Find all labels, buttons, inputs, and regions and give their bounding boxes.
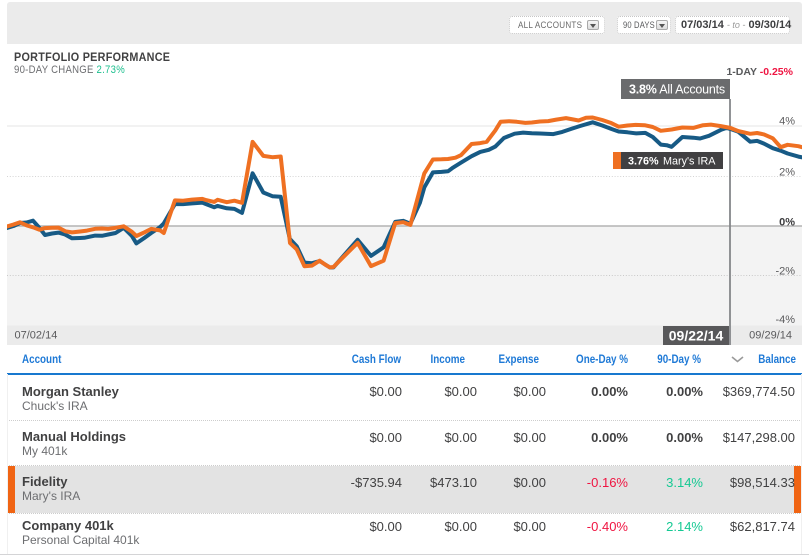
svg-text:-4%: -4% [775, 314, 795, 326]
svg-text:-2%: -2% [775, 266, 795, 278]
svg-text:0%: 0% [779, 217, 795, 229]
svg-text:3.76%Mary's IRA: 3.76% Mary's IRA [628, 156, 716, 168]
svg-text:09/22/14: 09/22/14 [669, 328, 724, 344]
svg-text:4%: 4% [779, 116, 795, 128]
svg-text:07/02/14: 07/02/14 [15, 330, 58, 342]
svg-text:2%: 2% [779, 167, 795, 179]
svg-text:09/29/14: 09/29/14 [749, 330, 792, 342]
svg-text:3.8% All Accounts: 3.8% All Accounts [629, 83, 725, 97]
